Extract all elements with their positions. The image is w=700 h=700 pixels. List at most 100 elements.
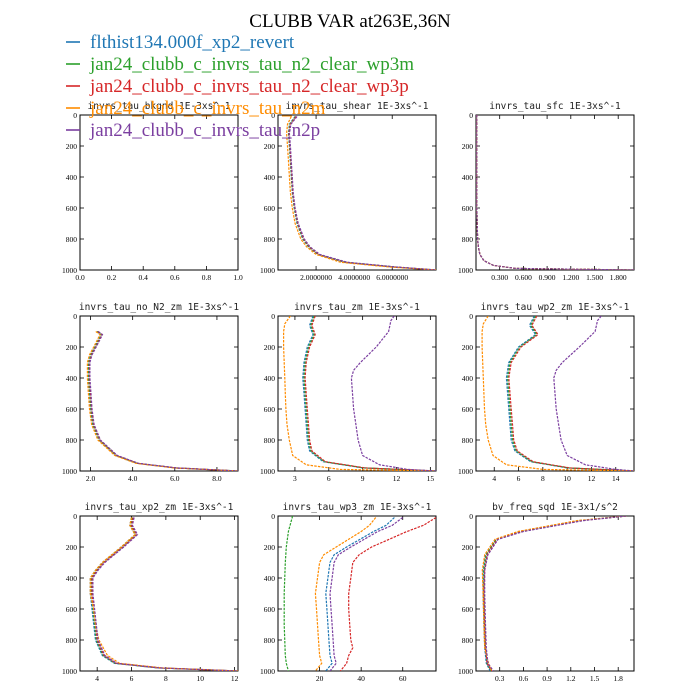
- y-tick-label: 1000: [260, 266, 275, 275]
- y-tick-label: 400: [264, 374, 276, 383]
- series-line: [86, 331, 238, 471]
- y-tick-label: 400: [66, 574, 78, 583]
- y-tick-label: 200: [66, 543, 78, 552]
- x-tick-label: 0.2: [107, 273, 117, 282]
- y-tick-label: 600: [462, 605, 474, 614]
- x-tick-label: 6: [130, 674, 134, 683]
- plot-frame: [475, 114, 635, 271]
- chart-panel: invrs_tau_wp2_zm 1E-3xs^-1 0 200 400 600 800 1…: [458, 302, 635, 483]
- x-tick-label: 2.0: [86, 474, 96, 483]
- plot-frame: [79, 515, 239, 672]
- figure-title: CLUBB VAR at263E,36N: [249, 11, 451, 32]
- series-line: [325, 517, 395, 671]
- y-tick-label: 600: [462, 405, 474, 414]
- y-tick-label: 800: [462, 436, 474, 445]
- series-line: [482, 516, 627, 671]
- y-tick-label: 400: [462, 173, 474, 182]
- y-tick-label: 600: [66, 605, 78, 614]
- y-tick-label: 1000: [260, 467, 275, 476]
- y-tick-label: 600: [264, 204, 276, 213]
- legend-label: jan24_clubb_c_invrs_tau_n2_clear_wp3m: [89, 54, 414, 75]
- y-tick-label: 400: [66, 173, 78, 182]
- x-tick-label: 1.8: [614, 674, 624, 683]
- chart-panel: invrs_tau_no_N2_zm 1E-3xs^-10 200 400 600 80…: [62, 302, 239, 483]
- x-tick-label: 12: [231, 674, 239, 683]
- panel-title: invrs_tau_bkgnd 1E-3xs^-1: [88, 101, 231, 112]
- y-tick-label: 200: [462, 343, 474, 352]
- y-tick-label: 200: [462, 142, 474, 151]
- series-line: [283, 316, 436, 471]
- x-tick-label: 0.0: [75, 273, 85, 282]
- y-tick-label: 800: [462, 235, 474, 244]
- series-line: [302, 316, 436, 471]
- x-tick-label: 12: [393, 474, 401, 483]
- panel-title: bv_freq_sqd 1E-3x1/s^2: [492, 502, 618, 513]
- y-tick-label: 0: [271, 111, 275, 120]
- y-tick-label: 400: [264, 574, 276, 583]
- legend: flthist134.000f_xp2_revertjan24_clubb_c_…: [66, 32, 414, 141]
- chart-panel: bv_freq_sqd 1E-3x1/s^2 0 200 400 600 800 1000 0…: [458, 502, 635, 683]
- y-tick-label: 1000: [458, 667, 473, 676]
- plot-frame: [475, 315, 635, 472]
- y-tick-label: 600: [264, 405, 276, 414]
- y-tick-label: 200: [264, 543, 276, 552]
- y-tick-label: 600: [66, 405, 78, 414]
- chart-panel: invrs_tau_sfc 1E-3xs^-1 0 200 400 600 800 1000…: [458, 101, 635, 282]
- x-tick-label: 1.200: [562, 273, 579, 282]
- series-line: [89, 331, 238, 471]
- y-tick-label: 800: [66, 436, 78, 445]
- y-tick-label: 400: [264, 173, 276, 182]
- y-tick-label: 400: [66, 374, 78, 383]
- plot-frame: [475, 515, 635, 672]
- chart-panel: invrs_tau_xp2_zm 1E-3xs^-1 0 200 400 600 800 1…: [62, 502, 239, 683]
- y-tick-label: 800: [462, 636, 474, 645]
- x-tick-label: 4: [492, 474, 496, 483]
- y-tick-label: 0: [73, 111, 77, 120]
- plot-frame: [79, 315, 239, 472]
- panel-title: invrs_tau_shear 1E-3xs^-1: [286, 101, 429, 112]
- y-tick-label: 1000: [62, 266, 77, 275]
- legend-label: jan24_clubb_c_invrs_tau_n2m: [89, 98, 326, 119]
- x-tick-label: 1.5: [590, 674, 600, 683]
- y-tick-label: 800: [264, 636, 276, 645]
- x-tick-label: 6: [327, 474, 331, 483]
- series-line: [329, 517, 404, 671]
- panel-grid: invrs_tau_bkgnd 1E-3xs^-1020040060080010…: [62, 101, 635, 683]
- y-tick-label: 600: [264, 605, 276, 614]
- y-tick-label: 0: [469, 111, 473, 120]
- y-tick-label: 800: [66, 235, 78, 244]
- x-tick-label: 1.2: [566, 674, 576, 683]
- x-tick-label: 6: [517, 474, 521, 483]
- chart-panel: invrs_tau_zm 1E-3xs^-1 0 200 400 600 800 1000 3…: [260, 302, 437, 483]
- x-tick-label: 4.0: [128, 474, 138, 483]
- plot-frame: [277, 515, 437, 672]
- series-line: [89, 517, 238, 671]
- x-tick-label: 0.6: [170, 273, 180, 282]
- y-tick-label: 0: [73, 512, 77, 521]
- x-tick-label: 8: [541, 474, 545, 483]
- x-tick-label: 0.9: [542, 674, 552, 683]
- panel-title: invrs_tau_wp3_zm 1E-3xs^-1: [283, 502, 432, 513]
- x-tick-label: 20: [316, 674, 324, 683]
- y-tick-label: 800: [66, 636, 78, 645]
- series-line: [339, 516, 436, 671]
- x-tick-label: 0.8: [202, 273, 212, 282]
- panel-title: invrs_tau_zm 1E-3xs^-1: [294, 302, 420, 313]
- y-tick-label: 200: [66, 142, 78, 151]
- y-tick-label: 800: [264, 235, 276, 244]
- series-line: [476, 115, 634, 270]
- y-tick-label: 600: [66, 204, 78, 213]
- y-tick-label: 0: [73, 312, 77, 321]
- y-tick-label: 200: [264, 343, 276, 352]
- x-tick-label: 9: [361, 474, 365, 483]
- x-tick-label: 12: [588, 474, 596, 483]
- panel-title: invrs_tau_sfc 1E-3xs^-1: [489, 101, 621, 112]
- x-tick-label: 1.500: [586, 273, 603, 282]
- y-tick-label: 0: [469, 512, 473, 521]
- legend-label: jan24_clubb_c_invrs_tau_n2p: [89, 120, 320, 141]
- x-tick-label: 1.0: [233, 273, 243, 282]
- panel-title: invrs_tau_no_N2_zm 1E-3xs^-1: [79, 302, 239, 313]
- x-tick-label: 8: [164, 674, 168, 683]
- x-tick-label: 4: [95, 674, 99, 683]
